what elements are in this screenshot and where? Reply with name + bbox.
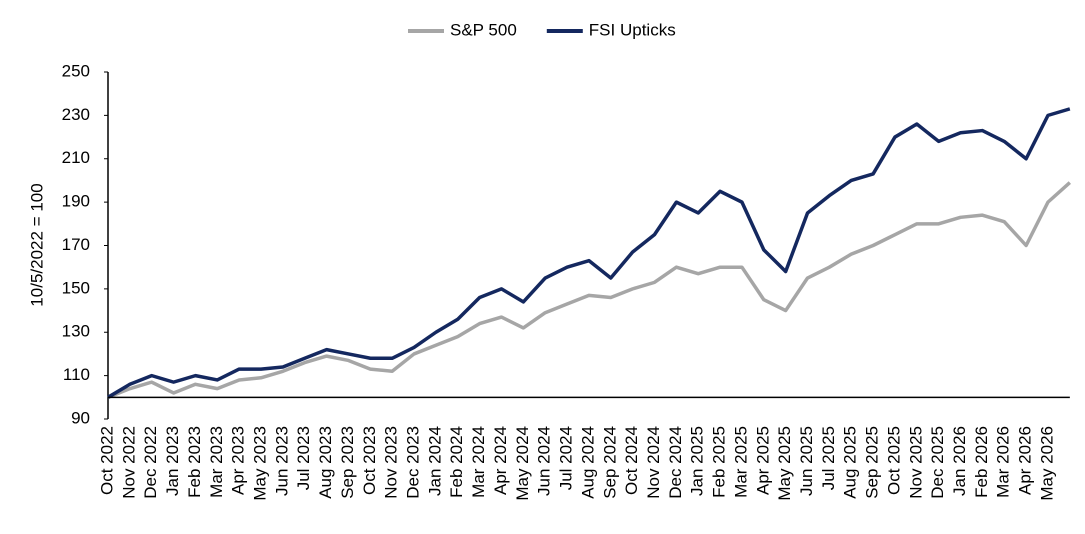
x-tick-label: Aug 2023 — [316, 426, 335, 499]
x-tick-label: Jun 2025 — [797, 426, 816, 496]
y-tick-label: 150 — [62, 278, 90, 297]
series-line — [107, 181, 1072, 399]
x-tick-label: Sep 2023 — [338, 426, 357, 499]
x-tick-label: May 2024 — [513, 426, 532, 501]
x-tick-label: Feb 2024 — [447, 426, 466, 498]
x-tick-label: Mar 2025 — [731, 426, 750, 498]
y-tick-label: 250 — [62, 61, 90, 80]
x-tick-label: Jan 2025 — [688, 426, 707, 496]
y-tick-label: 110 — [63, 365, 90, 384]
x-tick-label: Jul 2025 — [819, 426, 838, 490]
x-tick-label: Oct 2024 — [622, 426, 641, 495]
x-tick-label: Nov 2022 — [119, 426, 138, 499]
x-tick-label: Dec 2025 — [928, 426, 947, 499]
legend-label: FSI Upticks — [589, 20, 676, 39]
x-tick-label: Dec 2022 — [141, 426, 160, 499]
y-tick-label: 170 — [62, 235, 90, 254]
x-tick-label: Feb 2026 — [972, 426, 991, 498]
x-tick-label: Nov 2024 — [644, 426, 663, 499]
x-tick-label: Jan 2024 — [425, 426, 444, 496]
y-axis-label: 10/5/2022 = 100 — [27, 183, 46, 306]
x-tick-label: Oct 2022 — [97, 426, 116, 495]
x-tick-label: Feb 2023 — [185, 426, 204, 498]
x-tick-label: Oct 2025 — [884, 426, 903, 495]
x-tick-label: Jul 2024 — [557, 426, 576, 490]
x-tick-label: Jun 2024 — [535, 426, 554, 496]
x-tick-label: Mar 2024 — [469, 426, 488, 498]
x-tick-label: Nov 2023 — [382, 426, 401, 499]
x-tick-label: Mar 2026 — [994, 426, 1013, 498]
x-tick-label: Apr 2023 — [229, 426, 248, 495]
x-tick-label: Jul 2023 — [294, 426, 313, 490]
x-tick-label: Dec 2024 — [666, 426, 685, 499]
legend-label: S&P 500 — [450, 20, 517, 39]
y-tick-label: 90 — [71, 408, 90, 427]
x-tick-label: Jun 2023 — [272, 426, 291, 496]
x-tick-label: Aug 2025 — [841, 426, 860, 499]
x-tick-label: Apr 2026 — [1016, 426, 1035, 495]
y-tick-label: 130 — [62, 322, 90, 341]
y-tick-label: 210 — [62, 148, 90, 167]
x-tick-label: Dec 2023 — [404, 426, 423, 499]
x-tick-label: Apr 2025 — [753, 426, 772, 495]
y-tick-label: 190 — [62, 192, 90, 211]
x-tick-label: Sep 2024 — [600, 426, 619, 499]
x-tick-label: Feb 2025 — [710, 426, 729, 498]
x-tick-label: Mar 2023 — [207, 426, 226, 498]
x-tick-label: Jan 2023 — [163, 426, 182, 496]
x-tick-label: May 2026 — [1037, 426, 1056, 501]
y-tick-label: 230 — [62, 105, 90, 124]
x-tick-label: May 2023 — [251, 426, 270, 501]
x-tick-label: Aug 2024 — [578, 426, 597, 499]
x-tick-label: Oct 2023 — [360, 426, 379, 495]
x-tick-label: Apr 2024 — [491, 426, 510, 495]
x-tick-label: May 2025 — [775, 426, 794, 501]
x-tick-label: Sep 2025 — [863, 426, 882, 499]
x-tick-label: Jan 2026 — [950, 426, 969, 496]
x-tick-label: Nov 2025 — [906, 426, 925, 499]
series-line — [107, 107, 1071, 399]
